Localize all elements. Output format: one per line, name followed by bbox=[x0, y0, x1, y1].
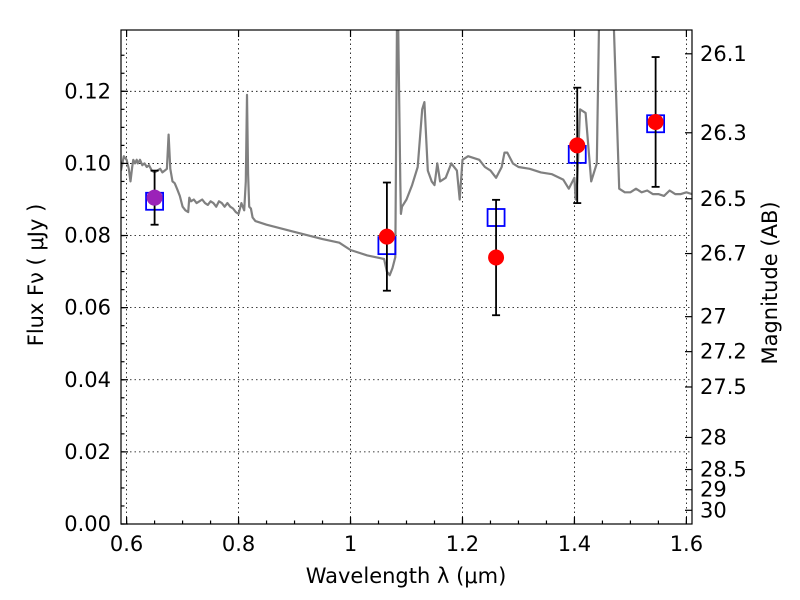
x-tick-label: 1.2 bbox=[446, 532, 479, 556]
x-tick-label: 1.6 bbox=[670, 532, 703, 556]
magnitude-tick-label: 26.1 bbox=[700, 42, 747, 66]
observed-flux-point bbox=[647, 113, 664, 130]
observed-flux-point bbox=[378, 228, 395, 245]
x-tick-label: 0.8 bbox=[222, 532, 255, 556]
magnitude-tick-label: 28.5 bbox=[700, 458, 747, 482]
model-spectrum-line bbox=[121, 30, 692, 277]
y-axis-title: Flux Fν ( μJy ) bbox=[24, 204, 48, 347]
x-tick-label: 0.6 bbox=[110, 532, 143, 556]
observed-flux-point bbox=[488, 249, 505, 266]
magnitude-tick-label: 26.7 bbox=[700, 242, 747, 266]
axes-layer: 0.6 0.8 1 1.2 1.4 1.6 0.00 0.02 0.04 0.06 0.08 0.10… bbox=[64, 29, 747, 556]
y-tick-label: 0.12 bbox=[64, 79, 111, 103]
y-tick-label: 0.06 bbox=[64, 296, 111, 320]
y-axis-right-title: Magnitude (AB) bbox=[758, 201, 782, 364]
observed-flux-point bbox=[146, 189, 163, 206]
magnitude-tick-label: 27 bbox=[700, 305, 727, 329]
magnitude-tick-label: 30 bbox=[700, 498, 727, 522]
magnitude-tick-label: 28 bbox=[700, 425, 727, 449]
plot-layer bbox=[121, 30, 692, 317]
x-axis-title: Wavelength λ (μm) bbox=[306, 564, 507, 588]
x-tick-label: 1.4 bbox=[558, 532, 591, 556]
y-tick-label: 0.08 bbox=[64, 224, 111, 248]
y-tick-label: 0.10 bbox=[64, 151, 111, 175]
x-tick-label: 1 bbox=[344, 532, 357, 556]
observed-flux-point bbox=[569, 137, 586, 154]
magnitude-tick-label: 29 bbox=[700, 478, 727, 502]
magnitude-tick-label: 26.5 bbox=[700, 187, 747, 211]
magnitude-tick-label: 27.5 bbox=[700, 375, 747, 399]
y-tick-label: 0.04 bbox=[64, 368, 111, 392]
plot-frame bbox=[120, 29, 693, 525]
magnitude-tick-label: 27.2 bbox=[700, 340, 747, 364]
magnitude-tick-label: 26.3 bbox=[700, 121, 747, 145]
y-tick-label: 0.02 bbox=[64, 440, 111, 464]
y-tick-label: 0.00 bbox=[64, 512, 111, 536]
grid-layer bbox=[121, 30, 692, 525]
